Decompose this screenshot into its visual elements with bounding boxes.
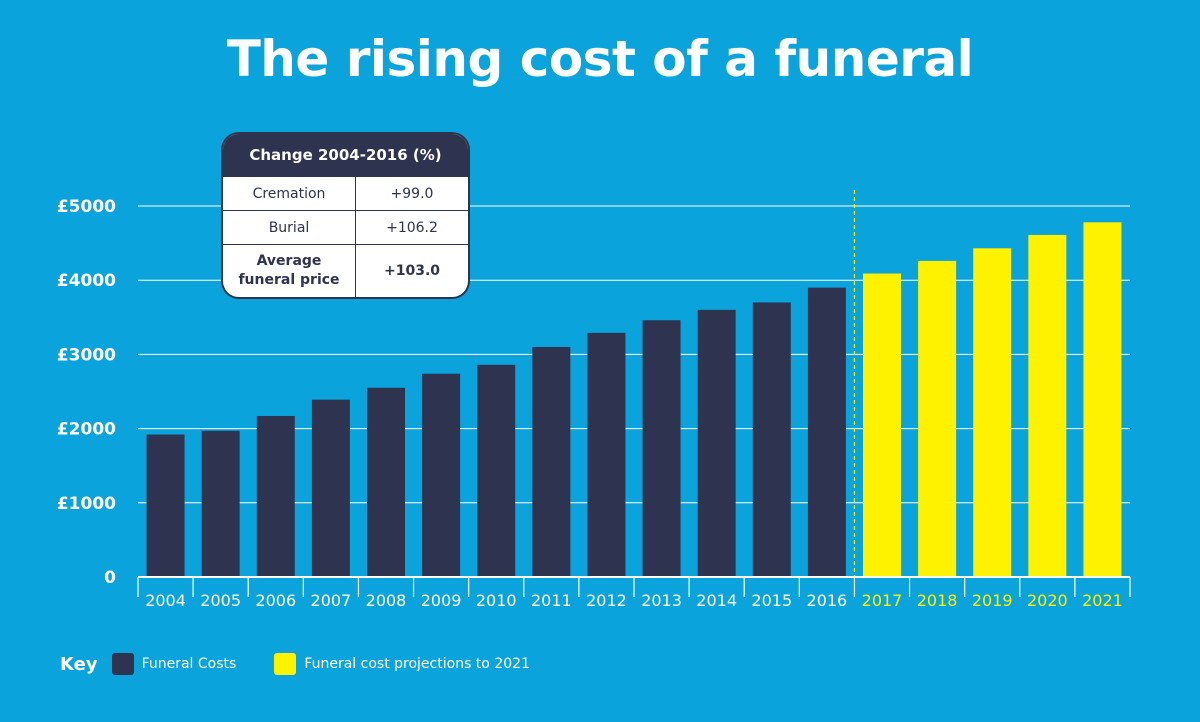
bar-actual — [477, 364, 516, 577]
bar-projection — [973, 248, 1012, 577]
x-tick-label: 2004 — [145, 591, 186, 610]
legend-label-actual: Funeral Costs — [141, 656, 237, 672]
row-value-cremation: +99.0 — [390, 185, 434, 202]
x-tick-label: 2015 — [751, 591, 792, 610]
change-table-row: Cremation +99.0 — [223, 176, 468, 210]
row-value-average: +103.0 — [383, 262, 440, 279]
change-table-row: Average funeral price +103.0 — [223, 244, 468, 297]
legend-swatch-actual — [111, 653, 134, 675]
legend-swatch-projection — [274, 653, 297, 675]
x-tick-label: 2021 — [1082, 591, 1123, 610]
x-tick-label: 2006 — [255, 591, 296, 610]
bar-projection — [863, 273, 901, 577]
bar-actual — [422, 373, 461, 577]
bar-actual — [532, 346, 571, 577]
x-tick-label: 2007 — [311, 591, 352, 610]
x-tick-label: 2014 — [696, 591, 737, 610]
x-tick-label: 2019 — [972, 591, 1013, 610]
bars — [146, 222, 1122, 578]
bar-actual — [311, 399, 350, 577]
change-table: Change 2004-2016 (%) Cremation +99.0 Bur… — [221, 132, 470, 299]
axes — [137, 190, 1131, 597]
x-tick-label: 2009 — [421, 591, 462, 610]
bar-actual — [587, 332, 626, 577]
y-tick-label: £3000 — [57, 345, 116, 365]
x-tick-label: 2020 — [1027, 591, 1068, 610]
row-label-average: Average funeral price — [223, 245, 356, 297]
x-tick-label: 2018 — [917, 591, 958, 610]
bar-actual — [697, 309, 736, 577]
legend-title: Key — [60, 653, 98, 675]
tick-labels: 0 £1000 £2000 £3000 £4000 £5000 2004 2005 2006 20… — [57, 197, 1123, 610]
change-table-row: Burial +106.2 — [223, 210, 468, 244]
change-table-header: Change 2004-2016 (%) — [223, 134, 468, 176]
x-tick-label: 2012 — [586, 591, 627, 610]
x-tick-label: 2017 — [862, 591, 903, 610]
bar-actual — [256, 415, 295, 577]
bar-actual — [367, 387, 405, 577]
x-tick-label: 2016 — [807, 591, 848, 610]
bar-projection — [1083, 222, 1122, 577]
legend-label-projection: Funeral cost projections to 2021 — [304, 656, 530, 672]
y-tick-label: £4000 — [57, 271, 116, 291]
row-label-average-line1: Average — [256, 253, 322, 269]
bar-actual — [642, 320, 681, 577]
bar-actual — [146, 434, 185, 577]
x-tick-label: 2010 — [476, 591, 517, 610]
x-tick-label: 2005 — [200, 591, 241, 610]
row-value-burial: +106.2 — [386, 219, 438, 236]
bar-projection — [1028, 234, 1067, 578]
y-tick-label: £5000 — [57, 197, 116, 217]
y-tick-label: 0 — [104, 568, 116, 588]
chart-title: The rising cost of a funeral — [226, 30, 974, 88]
bar-actual — [807, 287, 846, 577]
row-label-average-line2: funeral price — [238, 272, 340, 288]
x-tick-label: 2013 — [641, 591, 682, 610]
legend: Key Funeral Costs Funeral cost projectio… — [60, 650, 530, 678]
bar-projection — [918, 260, 957, 577]
y-tick-label: £2000 — [57, 420, 116, 440]
x-tick-label: 2008 — [366, 591, 407, 610]
row-label-cremation: Cremation — [223, 177, 356, 210]
bar-actual — [752, 302, 791, 577]
x-tick-label: 2011 — [531, 591, 572, 610]
bar-actual — [201, 430, 240, 577]
row-label-burial: Burial — [223, 211, 356, 244]
y-tick-label: £1000 — [57, 494, 116, 514]
